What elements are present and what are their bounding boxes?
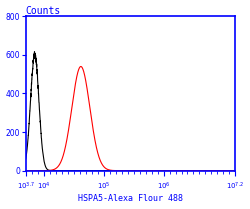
X-axis label: HSPA5-Alexa Flour 488: HSPA5-Alexa Flour 488 bbox=[78, 194, 183, 203]
Text: Counts: Counts bbox=[26, 6, 61, 15]
